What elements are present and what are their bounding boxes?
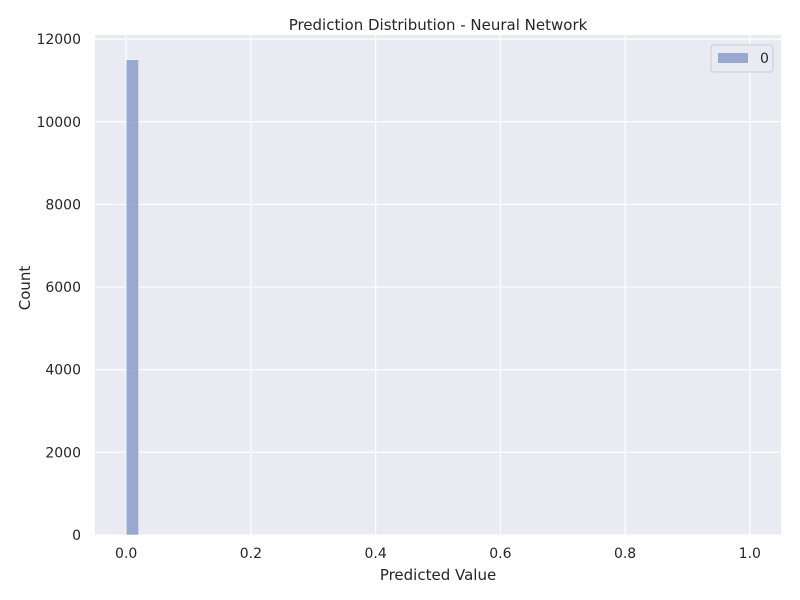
y-tick-label: 12000 (36, 32, 81, 48)
x-tick-label: 0.8 (614, 546, 636, 562)
y-tick-label: 0 (72, 528, 81, 544)
y-tick-label: 6000 (45, 280, 81, 296)
legend: 0 (710, 44, 774, 73)
histogram-bars (125, 59, 139, 536)
x-tick-label: 1.0 (739, 546, 761, 562)
x-tick-label: 0.4 (365, 546, 387, 562)
legend-label: 0 (760, 51, 769, 67)
y-axis-label: Count (16, 266, 34, 311)
y-tick-label: 4000 (45, 363, 81, 379)
histogram-bar (125, 59, 139, 536)
x-tick-label: 0.0 (115, 546, 137, 562)
x-tick-label: 0.6 (489, 546, 511, 562)
grid-lines (95, 35, 781, 536)
legend-swatch (718, 53, 748, 63)
tick-labels: 0.0 0.2 0.4 0.6 0.8 1.0 0 2000 4000 6000 8000 10000… (36, 32, 760, 562)
chart-title: Prediction Distribution - Neural Network (289, 16, 588, 34)
x-tick-label: 0.2 (240, 546, 262, 562)
y-tick-label: 8000 (45, 197, 81, 213)
y-tick-label: 2000 (45, 445, 81, 461)
x-axis-label: Predicted Value (380, 566, 496, 584)
y-tick-label: 10000 (36, 115, 81, 131)
plot-area-background (95, 35, 781, 535)
